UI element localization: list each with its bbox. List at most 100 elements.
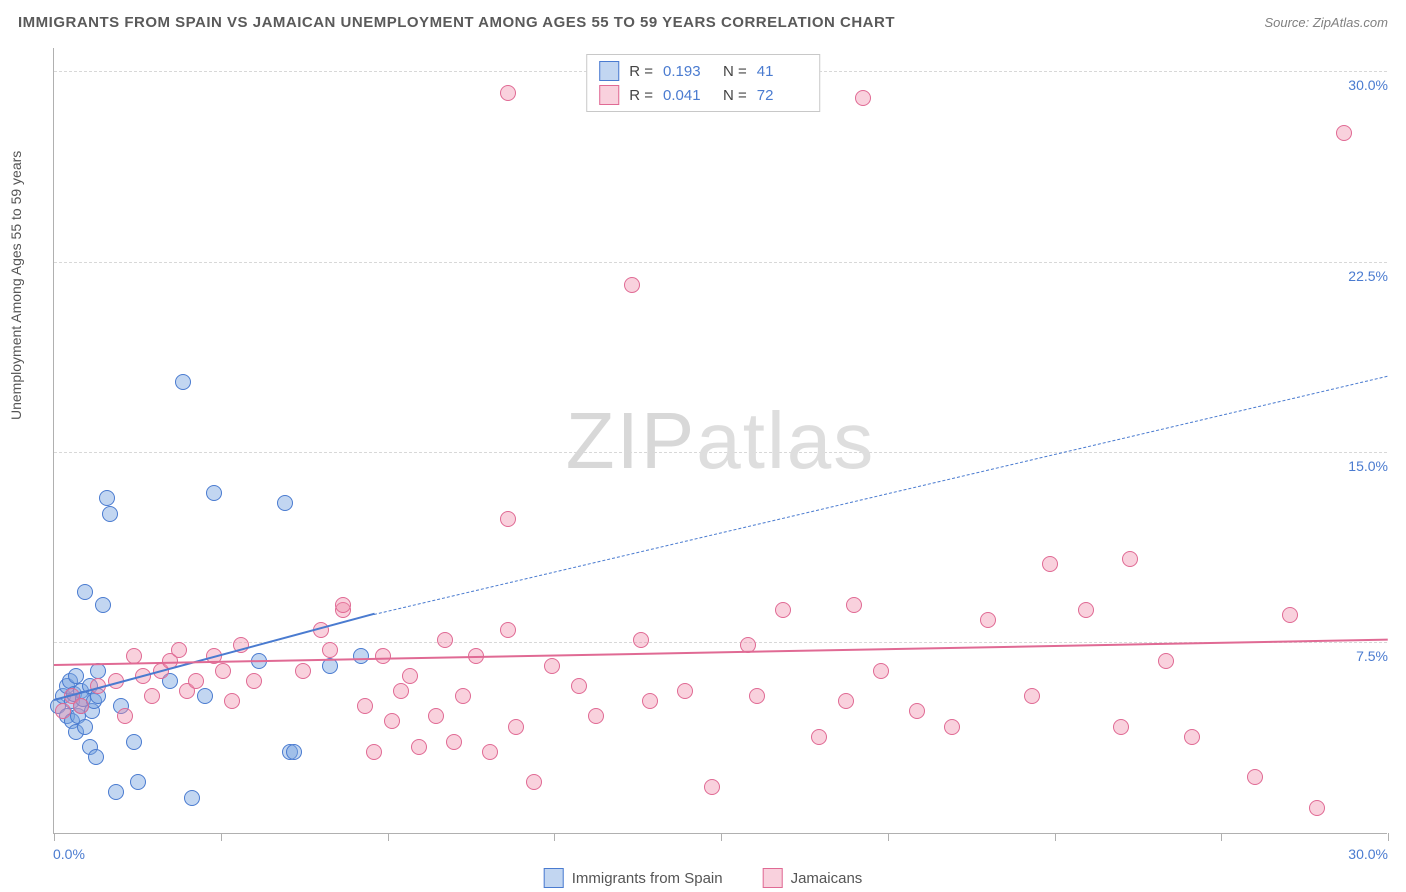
- y-tick-label: 30.0%: [1348, 77, 1388, 93]
- stats-row-series-0: R = 0.193 N = 41: [599, 59, 807, 83]
- x-tick: [1055, 833, 1056, 841]
- r-label: R =: [629, 63, 653, 80]
- data-point: [482, 744, 498, 760]
- data-point: [588, 708, 604, 724]
- data-point: [446, 734, 462, 750]
- data-point: [1078, 602, 1094, 618]
- x-tick: [388, 833, 389, 841]
- data-point: [73, 698, 89, 714]
- data-point: [375, 648, 391, 664]
- y-tick-label: 15.0%: [1348, 458, 1388, 474]
- r-label: R =: [629, 87, 653, 104]
- n-value-1: 72: [757, 87, 807, 104]
- data-point: [775, 602, 791, 618]
- x-tick: [554, 833, 555, 841]
- swatch-series-0-bottom: [544, 868, 564, 888]
- data-point: [335, 597, 351, 613]
- trend-line: [374, 376, 1388, 615]
- gridline-h: [54, 262, 1387, 263]
- data-point: [357, 698, 373, 714]
- data-point: [624, 277, 640, 293]
- series-legend: Immigrants from Spain Jamaicans: [544, 868, 863, 888]
- data-point: [428, 708, 444, 724]
- data-point: [980, 612, 996, 628]
- x-tick: [888, 833, 889, 841]
- data-point: [811, 729, 827, 745]
- data-point: [102, 506, 118, 522]
- data-point: [1336, 125, 1352, 141]
- data-point: [455, 688, 471, 704]
- data-point: [846, 597, 862, 613]
- data-point: [366, 744, 382, 760]
- data-point: [99, 490, 115, 506]
- data-point: [642, 693, 658, 709]
- legend-label-0: Immigrants from Spain: [572, 870, 723, 887]
- data-point: [77, 584, 93, 600]
- data-point: [944, 719, 960, 735]
- source-label: Source: ZipAtlas.com: [1264, 15, 1388, 30]
- data-point: [277, 495, 293, 511]
- data-point: [526, 774, 542, 790]
- correlation-stats-legend: R = 0.193 N = 41 R = 0.041 N = 72: [586, 54, 820, 112]
- data-point: [126, 734, 142, 750]
- data-point: [873, 663, 889, 679]
- data-point: [704, 779, 720, 795]
- data-point: [500, 85, 516, 101]
- source-link[interactable]: ZipAtlas.com: [1313, 15, 1388, 30]
- chart-title: IMMIGRANTS FROM SPAIN VS JAMAICAN UNEMPL…: [18, 14, 895, 31]
- x-tick: [221, 833, 222, 841]
- data-point: [175, 374, 191, 390]
- data-point: [384, 713, 400, 729]
- x-tick: [54, 833, 55, 841]
- data-point: [1122, 551, 1138, 567]
- x-axis-max: 30.0%: [1348, 846, 1388, 862]
- y-tick-label: 22.5%: [1348, 268, 1388, 284]
- data-point: [95, 597, 111, 613]
- data-point: [1282, 607, 1298, 623]
- data-point: [544, 658, 560, 674]
- data-point: [571, 678, 587, 694]
- r-value-1: 0.041: [663, 87, 713, 104]
- data-point: [838, 693, 854, 709]
- n-label: N =: [723, 63, 747, 80]
- scatter-plot-area: ZIPatlas: [53, 48, 1387, 834]
- data-point: [508, 719, 524, 735]
- data-point: [677, 683, 693, 699]
- data-point: [286, 744, 302, 760]
- watermark-bold: ZIP: [566, 396, 696, 485]
- data-point: [188, 673, 204, 689]
- data-point: [295, 663, 311, 679]
- data-point: [855, 90, 871, 106]
- data-point: [1113, 719, 1129, 735]
- x-tick: [721, 833, 722, 841]
- data-point: [206, 485, 222, 501]
- data-point: [224, 693, 240, 709]
- data-point: [1309, 800, 1325, 816]
- n-label: N =: [723, 87, 747, 104]
- data-point: [500, 622, 516, 638]
- stats-row-series-1: R = 0.041 N = 72: [599, 83, 807, 107]
- data-point: [1184, 729, 1200, 745]
- data-point: [184, 790, 200, 806]
- data-point: [909, 703, 925, 719]
- data-point: [215, 663, 231, 679]
- y-tick-label: 7.5%: [1356, 648, 1388, 664]
- source-prefix: Source:: [1264, 15, 1312, 30]
- watermark: ZIPatlas: [566, 395, 875, 487]
- r-value-0: 0.193: [663, 63, 713, 80]
- watermark-thin: atlas: [696, 396, 875, 485]
- data-point: [749, 688, 765, 704]
- data-point: [126, 648, 142, 664]
- data-point: [322, 642, 338, 658]
- legend-label-1: Jamaicans: [791, 870, 863, 887]
- swatch-series-1: [599, 85, 619, 105]
- n-value-0: 41: [757, 63, 807, 80]
- data-point: [55, 703, 71, 719]
- data-point: [1247, 769, 1263, 785]
- x-tick: [1388, 833, 1389, 841]
- data-point: [500, 511, 516, 527]
- legend-item-0: Immigrants from Spain: [544, 868, 723, 888]
- data-point: [130, 774, 146, 790]
- data-point: [1042, 556, 1058, 572]
- data-point: [437, 632, 453, 648]
